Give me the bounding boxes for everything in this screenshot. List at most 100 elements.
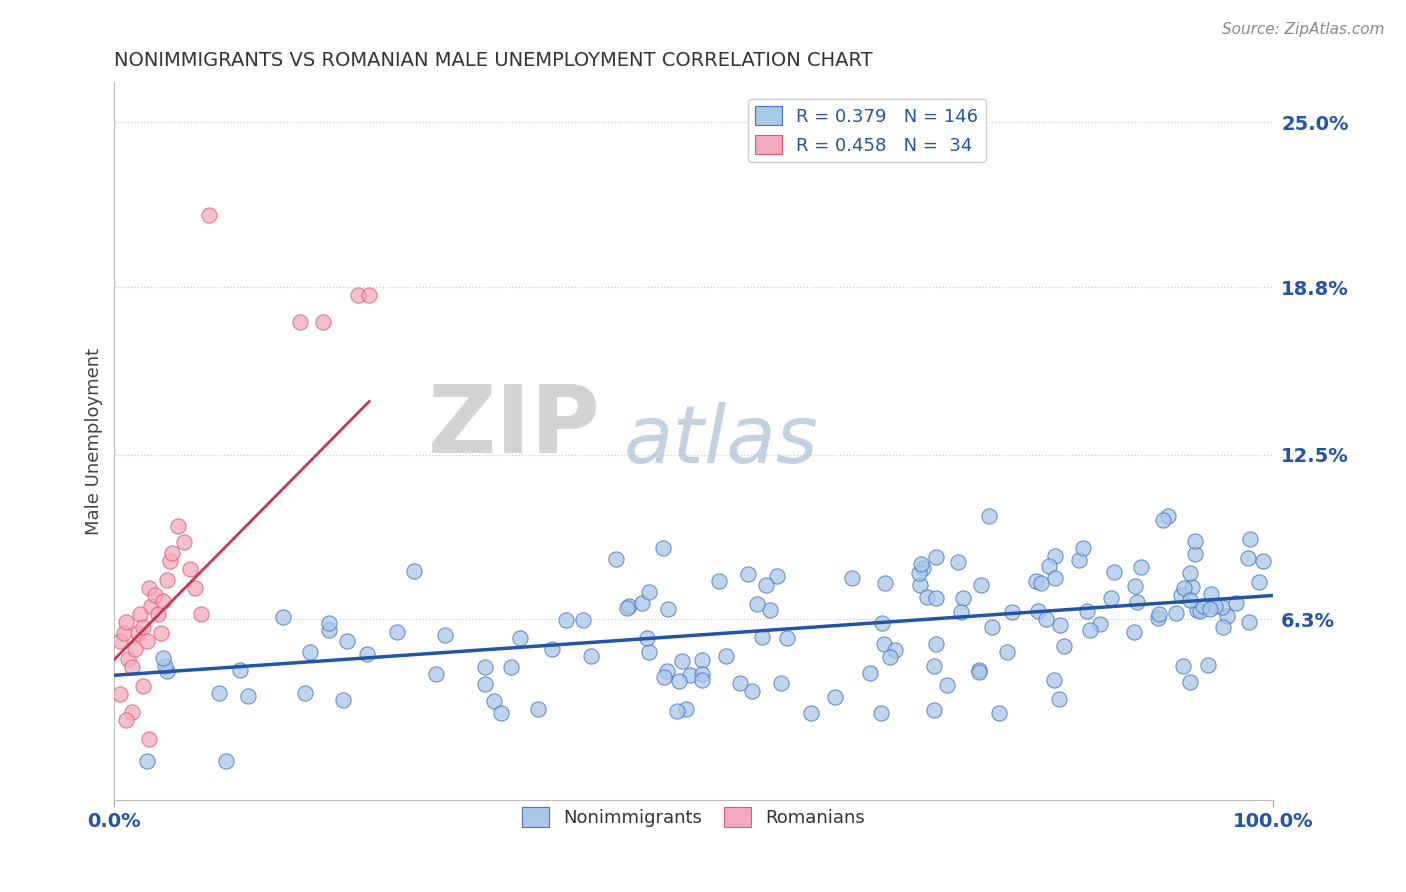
Point bbox=[482, 694, 505, 708]
Point bbox=[714, 648, 737, 663]
Point bbox=[387, 625, 409, 640]
Point bbox=[1123, 625, 1146, 640]
Point bbox=[737, 566, 759, 581]
Point bbox=[318, 616, 340, 631]
Point bbox=[1001, 605, 1024, 619]
Point bbox=[1180, 593, 1202, 607]
Point bbox=[690, 673, 713, 687]
Point bbox=[800, 706, 823, 720]
Point bbox=[190, 607, 212, 621]
Point bbox=[1152, 513, 1174, 527]
Point bbox=[766, 569, 789, 583]
Point bbox=[616, 601, 638, 615]
Legend: Nonimmigrants, Romanians: Nonimmigrants, Romanians bbox=[515, 800, 873, 834]
Point bbox=[1237, 615, 1260, 629]
Point bbox=[824, 690, 846, 705]
Point bbox=[1192, 599, 1215, 614]
Point bbox=[124, 641, 146, 656]
Point bbox=[1071, 541, 1094, 555]
Point bbox=[910, 557, 932, 571]
Y-axis label: Male Unemployment: Male Unemployment bbox=[86, 348, 103, 535]
Point bbox=[271, 610, 294, 624]
Point bbox=[359, 288, 381, 302]
Point bbox=[1123, 579, 1146, 593]
Point bbox=[121, 660, 143, 674]
Point bbox=[579, 648, 602, 663]
Point bbox=[108, 633, 131, 648]
Point bbox=[870, 616, 893, 631]
Point bbox=[859, 665, 882, 680]
Point bbox=[135, 633, 157, 648]
Point bbox=[925, 549, 948, 564]
Point bbox=[638, 645, 661, 659]
Point bbox=[1251, 554, 1274, 568]
Point bbox=[1035, 612, 1057, 626]
Point bbox=[1043, 673, 1066, 687]
Text: NONIMMIGRANTS VS ROMANIAN MALE UNEMPLOYMENT CORRELATION CHART: NONIMMIGRANTS VS ROMANIAN MALE UNEMPLOYM… bbox=[114, 51, 873, 70]
Point bbox=[132, 620, 155, 634]
Point bbox=[908, 566, 931, 581]
Point bbox=[1049, 618, 1071, 632]
Point bbox=[299, 645, 322, 659]
Point bbox=[555, 614, 578, 628]
Point bbox=[425, 666, 447, 681]
Point bbox=[666, 704, 689, 718]
Point bbox=[967, 665, 990, 679]
Point bbox=[1198, 658, 1220, 673]
Point bbox=[152, 651, 174, 665]
Point bbox=[153, 658, 176, 673]
Point bbox=[1025, 574, 1047, 589]
Point bbox=[155, 573, 177, 587]
Point bbox=[970, 578, 993, 592]
Point bbox=[117, 652, 139, 666]
Point bbox=[655, 664, 678, 678]
Point bbox=[1181, 580, 1204, 594]
Point bbox=[509, 631, 531, 645]
Point bbox=[148, 607, 170, 621]
Point bbox=[1204, 599, 1226, 613]
Point bbox=[776, 631, 799, 645]
Point bbox=[159, 554, 181, 568]
Point bbox=[637, 584, 659, 599]
Point bbox=[995, 645, 1018, 659]
Point bbox=[115, 615, 138, 629]
Point bbox=[679, 668, 702, 682]
Point bbox=[167, 519, 190, 533]
Point bbox=[1201, 587, 1223, 601]
Point bbox=[1237, 551, 1260, 566]
Point bbox=[751, 630, 773, 644]
Point bbox=[1099, 591, 1122, 606]
Point bbox=[1069, 553, 1091, 567]
Point bbox=[1184, 534, 1206, 549]
Point bbox=[922, 659, 945, 673]
Point bbox=[987, 706, 1010, 720]
Point bbox=[156, 664, 179, 678]
Point bbox=[668, 673, 690, 688]
Point bbox=[332, 693, 354, 707]
Point bbox=[318, 623, 340, 637]
Point bbox=[741, 683, 763, 698]
Point bbox=[1184, 547, 1206, 561]
Point bbox=[489, 706, 512, 720]
Point bbox=[747, 597, 769, 611]
Point bbox=[617, 599, 640, 614]
Point bbox=[214, 754, 236, 768]
Point bbox=[184, 581, 207, 595]
Point bbox=[1157, 508, 1180, 523]
Point bbox=[952, 591, 974, 606]
Point bbox=[657, 602, 679, 616]
Point bbox=[236, 689, 259, 703]
Point bbox=[1029, 576, 1052, 591]
Point bbox=[356, 647, 378, 661]
Point bbox=[1147, 607, 1170, 622]
Point bbox=[132, 679, 155, 693]
Point bbox=[671, 654, 693, 668]
Point bbox=[1090, 617, 1112, 632]
Point bbox=[631, 596, 654, 610]
Point bbox=[1078, 624, 1101, 638]
Point bbox=[1180, 674, 1202, 689]
Point bbox=[288, 315, 311, 329]
Point bbox=[404, 564, 426, 578]
Point bbox=[675, 702, 697, 716]
Text: ZIP: ZIP bbox=[427, 381, 600, 473]
